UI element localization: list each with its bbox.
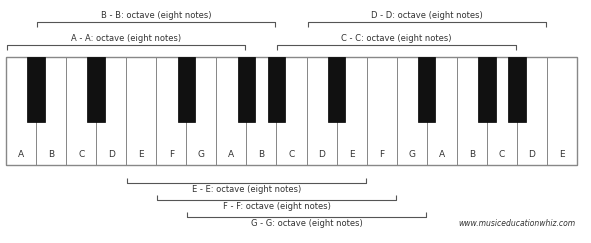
- Text: B: B: [48, 150, 54, 159]
- Text: www.musiceducationwhiz.com: www.musiceducationwhiz.com: [458, 219, 575, 228]
- Bar: [126, 57, 156, 165]
- Text: B: B: [258, 150, 265, 159]
- Bar: [517, 57, 547, 165]
- Bar: [508, 57, 525, 122]
- Bar: [178, 57, 195, 122]
- Bar: [66, 57, 96, 165]
- Text: B - B: octave (eight notes): B - B: octave (eight notes): [101, 11, 212, 20]
- Bar: [6, 57, 577, 165]
- Bar: [27, 57, 45, 122]
- Text: D - D: octave (eight notes): D - D: octave (eight notes): [371, 11, 483, 20]
- Text: C: C: [78, 150, 85, 159]
- Bar: [246, 57, 277, 165]
- Text: G: G: [408, 150, 415, 159]
- Text: B: B: [469, 150, 475, 159]
- Bar: [186, 57, 216, 165]
- Bar: [238, 57, 255, 122]
- Text: E: E: [559, 150, 565, 159]
- Text: A: A: [18, 150, 24, 159]
- Bar: [268, 57, 285, 122]
- Bar: [418, 57, 436, 122]
- Bar: [96, 57, 126, 165]
- Text: A - A: octave (eight notes): A - A: octave (eight notes): [71, 35, 181, 43]
- Text: F - F: octave (eight notes): F - F: octave (eight notes): [223, 201, 330, 210]
- Bar: [328, 57, 345, 122]
- Bar: [307, 57, 337, 165]
- Text: E: E: [349, 150, 355, 159]
- Text: A: A: [439, 150, 445, 159]
- Text: F: F: [168, 150, 174, 159]
- Text: D: D: [108, 150, 115, 159]
- Bar: [487, 57, 517, 165]
- Text: G: G: [198, 150, 205, 159]
- Bar: [427, 57, 457, 165]
- Text: D: D: [528, 150, 535, 159]
- Text: F: F: [379, 150, 384, 159]
- Bar: [397, 57, 427, 165]
- Bar: [36, 57, 66, 165]
- Text: C: C: [288, 150, 295, 159]
- Text: D: D: [318, 150, 325, 159]
- Bar: [337, 57, 366, 165]
- Bar: [156, 57, 186, 165]
- Bar: [6, 57, 36, 165]
- Bar: [457, 57, 487, 165]
- Bar: [547, 57, 577, 165]
- Bar: [366, 57, 397, 165]
- Text: E: E: [138, 150, 144, 159]
- Bar: [87, 57, 105, 122]
- Text: C - C: octave (eight notes): C - C: octave (eight notes): [342, 35, 452, 43]
- Text: E - E: octave (eight notes): E - E: octave (eight notes): [192, 184, 301, 193]
- Bar: [478, 57, 496, 122]
- Bar: [216, 57, 246, 165]
- Text: G - G: octave (eight notes): G - G: octave (eight notes): [251, 218, 362, 227]
- Text: A: A: [228, 150, 235, 159]
- Bar: [277, 57, 307, 165]
- Text: C: C: [499, 150, 505, 159]
